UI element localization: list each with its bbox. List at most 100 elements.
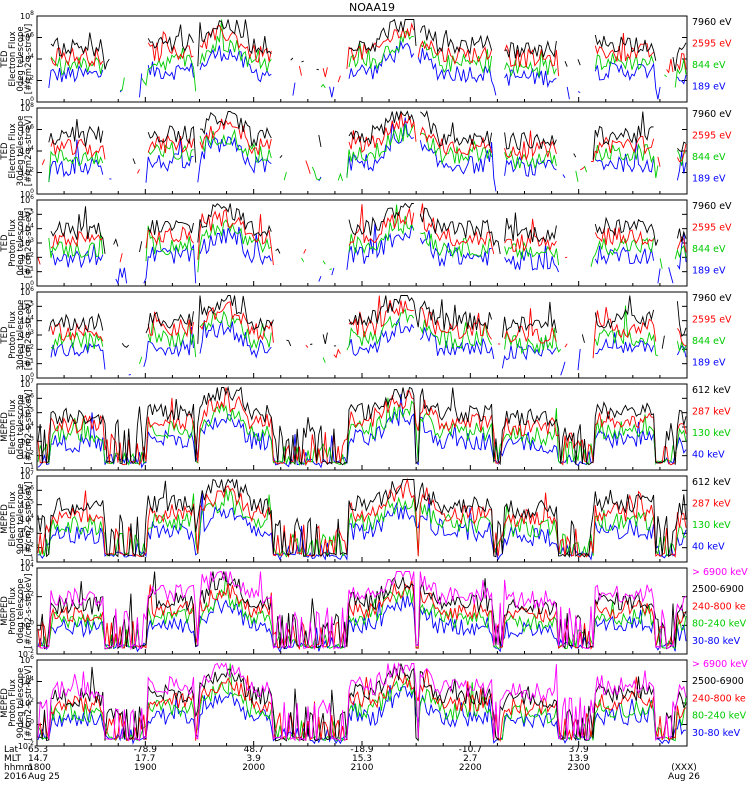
axis-column-value: 2100 bbox=[351, 763, 374, 773]
y-tick-label: 101 bbox=[20, 556, 34, 567]
axis-column-value: 48.7 bbox=[244, 745, 264, 755]
axis-row-label: MLT bbox=[4, 754, 22, 764]
y-tick-label: 101 bbox=[20, 266, 34, 277]
axis-column-value: 37.9 bbox=[569, 745, 589, 755]
y-tick-label: 105 bbox=[20, 407, 34, 418]
y-tick-label: 104 bbox=[20, 145, 34, 156]
y-tick-label: 104 bbox=[20, 315, 34, 326]
y-tick-label: 102 bbox=[20, 251, 34, 262]
legend-entry-2: 2595 eV bbox=[692, 223, 732, 234]
y-tick-label: 100 bbox=[20, 96, 34, 107]
y-tick-label: 102 bbox=[20, 542, 34, 553]
legend-entry-1: 7960 eV bbox=[692, 17, 732, 28]
legend-entry-4: 189 eV bbox=[692, 358, 726, 369]
legend-entry-1: 612 keV bbox=[692, 385, 731, 396]
y-tick-label: 105 bbox=[20, 208, 34, 219]
legend-entry-5: 30-80 keV bbox=[692, 636, 741, 647]
axis-row-label: 2016 bbox=[4, 772, 27, 782]
axis-column-value: 3.9 bbox=[247, 754, 262, 764]
y-tick-label: 102 bbox=[20, 343, 34, 354]
series-trace-2 bbox=[50, 295, 687, 359]
series-trace-3 bbox=[37, 579, 687, 651]
axis-row-label: hhmm bbox=[4, 763, 33, 773]
y-tick-label: 100 bbox=[20, 280, 34, 291]
y-tick-label: 106 bbox=[20, 124, 34, 135]
axis-column-value: -78.9 bbox=[134, 745, 158, 755]
y-tick-label: 102 bbox=[20, 697, 34, 708]
y-axis-label: TEDElectron Flux30deg telescope[#/cm2-s-… bbox=[0, 116, 34, 187]
panel-4: 100 101 102 103 104 105 106 TEDProton Flux30deg… bbox=[0, 286, 732, 383]
y-tick-label: 106 bbox=[20, 194, 34, 205]
y-axis-label: MEPEDElectron Flux90deg telescope[#/cm2-… bbox=[0, 482, 34, 557]
y-tick-label: 100 bbox=[20, 719, 34, 730]
legend-entry-3: 130 keV bbox=[692, 520, 731, 531]
y-tick-label: 106 bbox=[20, 654, 34, 665]
y-tick-label: 108 bbox=[20, 102, 34, 113]
panel-frame bbox=[36, 291, 688, 379]
legend-entry-2: 2595 eV bbox=[692, 315, 732, 326]
series-trace-2 bbox=[37, 203, 687, 266]
y-tick-label: 106 bbox=[20, 484, 34, 495]
legend-entry-3: 240-800 ke bbox=[692, 601, 746, 612]
y-tick-label: 102 bbox=[20, 591, 34, 602]
axis-first-value: 14.7 bbox=[28, 754, 48, 764]
series-trace-4 bbox=[50, 318, 687, 376]
y-axis-label: MEPEDProton Flux90deg telescope[#/cm2-s-… bbox=[0, 666, 34, 741]
axis-column-value: -18.9 bbox=[350, 745, 374, 755]
y-tick-label: 103 bbox=[20, 435, 34, 446]
legend-entry-2: 287 keV bbox=[692, 407, 731, 418]
y-tick-label: 104 bbox=[20, 676, 34, 687]
legend-entry-4: 40 keV bbox=[692, 542, 725, 553]
series-trace-2 bbox=[37, 571, 687, 650]
legend-entry-4: 40 keV bbox=[692, 450, 725, 461]
axis-column-value: 2300 bbox=[567, 763, 590, 773]
series-trace-4 bbox=[37, 394, 687, 469]
series-trace-3 bbox=[37, 397, 687, 466]
series-trace-1 bbox=[37, 478, 687, 559]
y-tick-label: 103 bbox=[20, 527, 34, 538]
legend-entry-3: 130 keV bbox=[692, 428, 731, 439]
legend-entry-2: 2500-6900 bbox=[692, 584, 744, 595]
y-tick-label: 103 bbox=[20, 329, 34, 340]
figure-title: NOAA19 bbox=[349, 1, 395, 14]
axis-column-value: 2000 bbox=[242, 763, 265, 773]
panel-3: 100 101 102 103 104 105 106 TEDProton Flux0deg … bbox=[0, 194, 732, 291]
axis-first-value: 1800 bbox=[28, 763, 51, 773]
legend-entry-3: 240-800 ke bbox=[692, 693, 746, 704]
y-tick-label: 103 bbox=[20, 237, 34, 248]
y-tick-label: 100 bbox=[20, 188, 34, 199]
y-axis-label: TEDProton Flux30deg telescope[#/cm2-s-st… bbox=[0, 300, 34, 371]
y-tick-label: 108 bbox=[20, 10, 34, 21]
legend-entry-4: 80-240 keV bbox=[692, 711, 747, 722]
axis-column-value: 17.7 bbox=[135, 754, 155, 764]
series-trace-2 bbox=[41, 111, 687, 174]
y-tick-label: 106 bbox=[20, 392, 34, 403]
axis-column-value: -10.7 bbox=[459, 745, 482, 755]
series-trace-3 bbox=[48, 204, 687, 273]
series-trace-3 bbox=[37, 668, 687, 743]
y-tick-label: 100 bbox=[20, 619, 34, 630]
axis-column-value: 2.7 bbox=[463, 754, 477, 764]
series-trace-2 bbox=[37, 663, 687, 742]
series-trace-1 bbox=[50, 18, 687, 72]
y-axis-label: MEPEDProton Flux0deg telescope[#/cm2-s-s… bbox=[0, 574, 34, 649]
y-tick-label: 102 bbox=[20, 167, 34, 178]
series-trace-2 bbox=[37, 387, 687, 467]
legend-entry-1: 7960 eV bbox=[692, 293, 732, 304]
legend-entry-4: 189 eV bbox=[692, 82, 726, 93]
legend-entry-4: 189 eV bbox=[692, 174, 726, 185]
legend-entry-1: 7960 eV bbox=[692, 109, 732, 120]
legend-entry-3: 844 eV bbox=[692, 336, 726, 347]
panels: 100 102 104 106 108 TEDElectron Flux0deg tele… bbox=[0, 10, 748, 751]
panel-1: 100 102 104 106 108 TEDElectron Flux0deg tele… bbox=[0, 10, 732, 107]
axis-column-value: 1900 bbox=[134, 763, 157, 773]
axis-column-value: 2200 bbox=[459, 763, 482, 773]
legend-entry-3: 844 eV bbox=[692, 152, 726, 163]
y-tick-label: 107 bbox=[20, 378, 34, 389]
legend-entry-3: 844 eV bbox=[692, 60, 726, 71]
